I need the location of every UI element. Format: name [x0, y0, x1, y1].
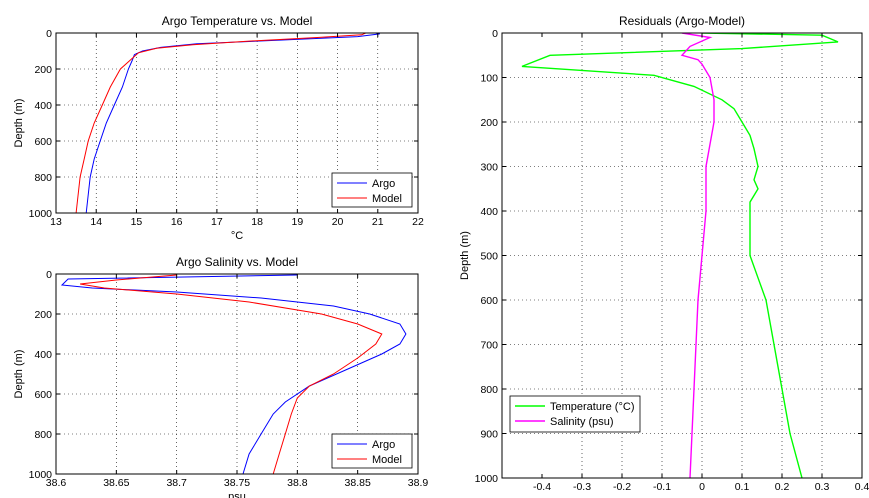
x-tick-label: 0 [699, 481, 705, 493]
chart-title: Argo Temperature vs. Model [162, 14, 313, 28]
legend-label: Model [372, 454, 402, 466]
x-tick-label: 38.9 [408, 477, 429, 489]
x-tick-label: 18 [251, 216, 263, 228]
chart-title: Argo Salinity vs. Model [176, 255, 298, 269]
x-tick-label: 16 [171, 216, 183, 228]
series-line-0 [85, 33, 380, 213]
chart-title: Residuals (Argo-Model) [619, 14, 745, 28]
x-tick-label: 20 [332, 216, 344, 228]
legend-box [331, 433, 413, 469]
legend-box [509, 395, 641, 433]
x-tick-label: 17 [211, 216, 223, 228]
x-tick-label: -0.3 [573, 481, 591, 493]
y-tick-label: 100 [480, 73, 498, 85]
y-tick-label: 1000 [29, 469, 53, 481]
y-axis-label: Depth (m) [13, 99, 25, 148]
y-tick-label: 600 [480, 295, 498, 307]
chart-0 [55, 32, 419, 214]
y-tick-label: 500 [480, 251, 498, 263]
x-tick-label: 22 [412, 216, 424, 228]
y-tick-label: 900 [480, 429, 498, 441]
x-axis-label: °C [231, 230, 243, 242]
chart-2 [501, 32, 863, 479]
legend-label: Salinity (psu) [550, 416, 614, 428]
legend-label: Argo [372, 439, 395, 451]
y-axis-label: Depth (m) [459, 231, 471, 280]
y-tick-label: 800 [34, 172, 52, 184]
chart-1 [55, 273, 419, 475]
y-tick-label: 200 [34, 64, 52, 76]
x-tick-label: 13 [50, 216, 62, 228]
y-tick-label: 400 [480, 206, 498, 218]
x-tick-label: 14 [90, 216, 102, 228]
y-tick-label: 0 [46, 28, 52, 40]
series-line-0 [521, 33, 839, 478]
plot-frame [55, 32, 419, 214]
x-tick-label: 38.65 [103, 477, 129, 489]
y-tick-label: 600 [34, 136, 52, 148]
series-line-1 [75, 33, 366, 213]
x-tick-label: 15 [131, 216, 143, 228]
x-tick-label: -0.2 [613, 481, 631, 493]
x-tick-label: 38.7 [166, 477, 187, 489]
x-tick-label: 38.8 [287, 477, 308, 489]
y-tick-label: 300 [480, 162, 498, 174]
x-tick-label: 0.1 [735, 481, 750, 493]
y-axis-label: Depth (m) [13, 350, 25, 399]
y-tick-label: 400 [34, 349, 52, 361]
y-tick-label: 0 [46, 269, 52, 281]
x-tick-label: 38.85 [345, 477, 371, 489]
y-tick-label: 200 [480, 117, 498, 129]
y-tick-label: 800 [34, 429, 52, 441]
x-tick-label: 38.6 [46, 477, 67, 489]
x-tick-label: 19 [291, 216, 303, 228]
y-tick-label: 600 [34, 389, 52, 401]
legend-label: Temperature (°C) [550, 401, 634, 413]
x-tick-label: 0.4 [855, 481, 869, 493]
x-tick-label: -0.4 [533, 481, 551, 493]
y-tick-label: 400 [34, 100, 52, 112]
x-axis-label: psu [228, 491, 246, 498]
x-tick-label: 21 [372, 216, 384, 228]
y-tick-label: 200 [34, 309, 52, 321]
x-tick-label: -0.1 [653, 481, 671, 493]
series-line-1 [680, 33, 715, 478]
legend-box [331, 172, 413, 208]
y-tick-label: 1000 [475, 473, 499, 485]
x-tick-label: 38.75 [224, 477, 250, 489]
x-tick-label: 0.2 [775, 481, 790, 493]
x-tick-label: 0.3 [815, 481, 830, 493]
y-tick-label: 0 [492, 28, 498, 40]
legend-label: Model [372, 193, 402, 205]
legend-label: Argo [372, 178, 395, 190]
y-tick-label: 1000 [29, 208, 53, 220]
series-line-0 [60, 274, 407, 474]
y-tick-label: 700 [480, 340, 498, 352]
series-line-1 [80, 274, 383, 474]
y-tick-label: 800 [480, 384, 498, 396]
